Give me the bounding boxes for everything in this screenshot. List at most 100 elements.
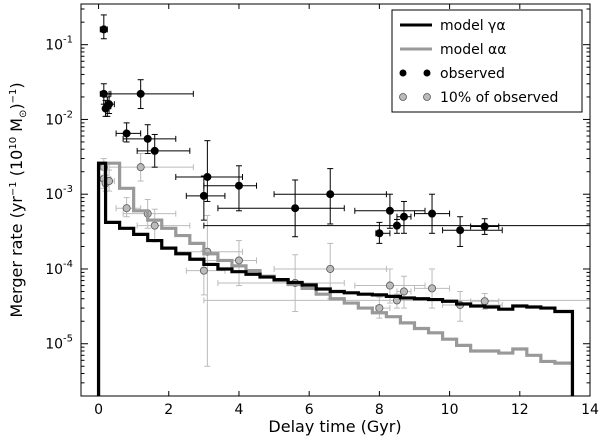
x-tick-label-0: 0 bbox=[94, 402, 103, 418]
y-axis-label: Merger rate (yr−1 (1010 M⊙)−1) bbox=[7, 82, 29, 317]
ten-percent-marker-10 bbox=[234, 256, 243, 265]
step-line-model-gamma-alpha bbox=[96, 161, 575, 396]
y-axis-label-part-e: ) bbox=[7, 82, 26, 88]
y-axis-label-part-d: ) bbox=[7, 103, 26, 109]
observed-marker-13 bbox=[326, 190, 335, 199]
observed-marker-8 bbox=[150, 146, 159, 155]
x-axis-label: Delay time (Gyr) bbox=[268, 417, 401, 436]
observed-marker-14 bbox=[375, 229, 384, 238]
observed-marker-17 bbox=[392, 221, 401, 230]
ten-percent-marker-17 bbox=[428, 284, 437, 293]
step-line-model-alpha-alpha bbox=[96, 161, 575, 396]
observed-point-5 bbox=[115, 122, 142, 143]
y-tick-label-1: 10-4 bbox=[45, 259, 73, 278]
x-tick-label-2: 2 bbox=[164, 402, 173, 418]
ten-percent-marker-5 bbox=[136, 163, 145, 172]
y-tick-label-exp-1: -4 bbox=[63, 259, 73, 270]
y-axis-label-part-b: (10 bbox=[7, 150, 26, 182]
observed-point-0 bbox=[99, 14, 108, 40]
ten-percent-marker-15 bbox=[399, 287, 408, 296]
y-tick-label-exp-0: -5 bbox=[63, 334, 73, 345]
y-tick-label-3: 10-2 bbox=[45, 109, 73, 128]
observed-marker-10 bbox=[199, 191, 208, 200]
observed-point-12 bbox=[217, 179, 345, 238]
observed-point-7 bbox=[122, 124, 177, 155]
plot-frame bbox=[80, 3, 591, 397]
y-tick-label-0: 10-5 bbox=[45, 334, 73, 353]
y-tick-label-exp-3: -2 bbox=[63, 109, 73, 120]
observed-point-13 bbox=[273, 168, 387, 225]
legend-label-ten-percent: 10% of observed bbox=[440, 90, 558, 106]
y-tick-label-4: 10-1 bbox=[45, 35, 73, 54]
y-tick-label-2: 10-3 bbox=[45, 184, 73, 203]
ten-percent-point-15 bbox=[396, 275, 412, 309]
ten-percent-marker-14 bbox=[385, 281, 394, 290]
legend-label-alpha-alpha: model αα bbox=[440, 42, 507, 58]
legend-marker-observed-a bbox=[399, 69, 407, 77]
observed-point-16 bbox=[396, 200, 412, 234]
observed-point-14 bbox=[375, 221, 391, 244]
legend-marker-ten-percent-b bbox=[423, 93, 431, 101]
y-tick-label-base-4: 10 bbox=[45, 38, 63, 54]
x-tick-label-8: 8 bbox=[375, 402, 384, 418]
observed-marker-0 bbox=[99, 25, 108, 34]
y-axis-label-sup-a: −1 bbox=[8, 181, 19, 196]
observed-marker-19 bbox=[456, 226, 465, 235]
x-tick-label-4: 4 bbox=[235, 402, 244, 418]
y-tick-label-base-2: 10 bbox=[45, 187, 63, 203]
observed-marker-12 bbox=[291, 204, 300, 213]
observed-point-6 bbox=[108, 79, 194, 110]
ten-percent-marker-12 bbox=[326, 264, 335, 273]
observed-marker-5 bbox=[122, 129, 131, 138]
ten-percent-marker-7 bbox=[150, 221, 159, 230]
observed-marker-11 bbox=[234, 181, 243, 190]
y-tick-label-base-3: 10 bbox=[45, 112, 63, 128]
ten-percent-point-17 bbox=[413, 268, 451, 309]
y-axis-label-sub-c: ⊙ bbox=[18, 110, 29, 118]
observed-point-18 bbox=[413, 193, 451, 234]
observed-marker-7 bbox=[143, 134, 152, 143]
ten-percent-marker-19 bbox=[480, 297, 489, 306]
legend-label-gamma-alpha: model γα bbox=[440, 18, 506, 34]
ten-percent-point-9 bbox=[185, 250, 226, 296]
observed-marker-18 bbox=[428, 209, 437, 218]
ten-percent-point-7 bbox=[136, 208, 191, 243]
ten-percent-marker-9 bbox=[199, 266, 208, 275]
observed-marker-16 bbox=[399, 212, 408, 221]
observed-marker-9 bbox=[203, 172, 212, 181]
y-axis-label-part-a: Merger rate (yr bbox=[7, 196, 26, 318]
y-axis-label-sup-b: 10 bbox=[8, 137, 19, 150]
observed-marker-6 bbox=[136, 89, 145, 98]
legend: model γα model αα observed 10% of observ… bbox=[391, 9, 583, 113]
ten-percent-marker-4 bbox=[122, 204, 131, 213]
legend-label-observed: observed bbox=[440, 66, 505, 82]
y-tick-label-base-0: 10 bbox=[45, 337, 63, 353]
y-tick-label-exp-4: -1 bbox=[63, 35, 73, 46]
observed-marker-15 bbox=[385, 206, 394, 215]
x-tick-label-10: 10 bbox=[441, 402, 459, 418]
y-axis-label-sup-d: −1 bbox=[8, 89, 19, 104]
legend-marker-ten-percent-a bbox=[399, 93, 407, 101]
observed-point-8 bbox=[136, 133, 191, 168]
observed-marker-20 bbox=[480, 222, 489, 231]
y-tick-label-exp-2: -3 bbox=[63, 184, 73, 195]
y-tick-label-base-1: 10 bbox=[45, 262, 63, 278]
x-tick-label-12: 12 bbox=[511, 402, 529, 418]
plot-series-layer bbox=[96, 14, 590, 396]
observed-point-19 bbox=[442, 216, 503, 247]
observed-point-17 bbox=[203, 218, 590, 234]
legend-marker-observed-b bbox=[423, 69, 431, 77]
ten-percent-point-5 bbox=[108, 153, 194, 182]
observed-point-15 bbox=[354, 193, 426, 229]
x-tick-label-14: 14 bbox=[581, 402, 599, 418]
y-axis-label-part-c: M bbox=[7, 118, 26, 137]
observed-marker-4 bbox=[105, 100, 114, 109]
x-tick-label-6: 6 bbox=[305, 402, 314, 418]
ten-percent-marker-13 bbox=[375, 304, 384, 313]
observed-point-11 bbox=[203, 165, 258, 212]
ten-percent-point-19 bbox=[470, 292, 500, 310]
observed-point-20 bbox=[470, 218, 500, 235]
observed-point-10 bbox=[185, 175, 226, 221]
